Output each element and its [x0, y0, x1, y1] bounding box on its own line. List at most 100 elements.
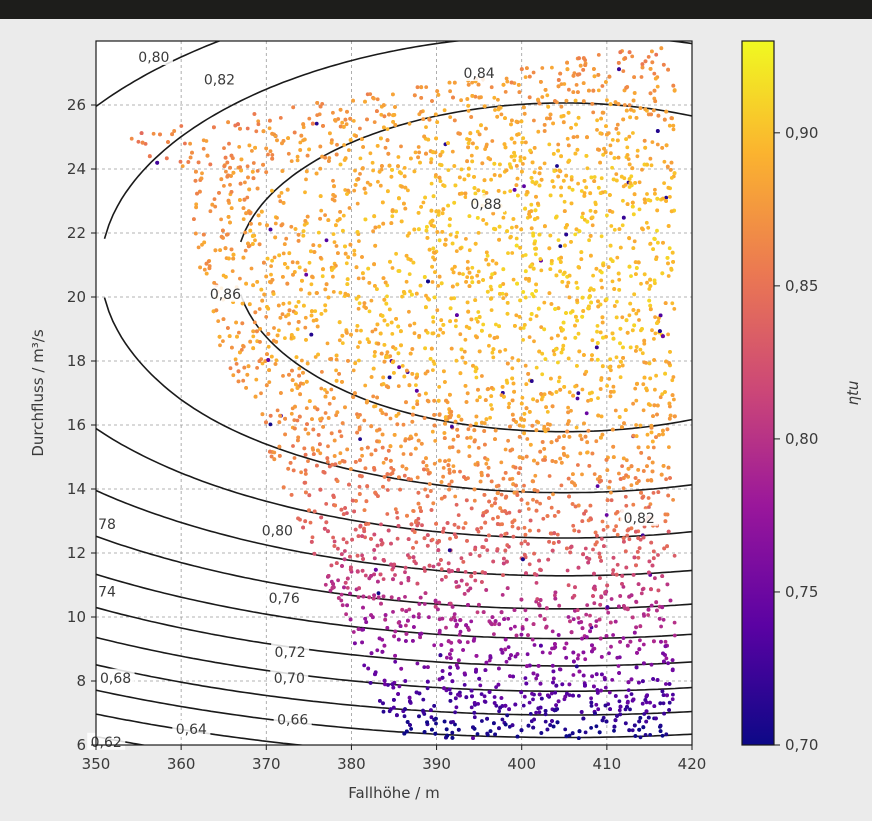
scatter-point	[616, 155, 621, 160]
scatter-point	[273, 134, 278, 138]
scatter-point	[129, 136, 134, 141]
scatter-point	[481, 218, 486, 222]
scatter-point	[294, 355, 299, 359]
scatter-point	[513, 624, 517, 629]
scatter-point	[569, 177, 574, 182]
scatter-point	[629, 174, 634, 179]
scatter-point	[532, 241, 537, 246]
scatter-point	[513, 654, 518, 659]
scatter-point	[425, 330, 430, 335]
scatter-point	[354, 499, 358, 503]
scatter-point	[650, 60, 655, 65]
scatter-point	[422, 602, 427, 606]
scatter-point	[662, 711, 666, 716]
scatter-point	[660, 733, 665, 738]
scatter-point	[270, 188, 274, 193]
scatter-point	[593, 542, 598, 547]
scatter-point	[631, 401, 635, 406]
scatter-point	[344, 122, 349, 127]
scatter-point	[218, 343, 222, 348]
scatter-point	[560, 682, 565, 687]
scatter-point	[347, 206, 352, 210]
scatter-point	[570, 731, 575, 736]
scatter-point	[343, 549, 347, 553]
scatter-point	[472, 715, 477, 720]
scatter-point	[481, 513, 485, 518]
scatter-point	[386, 683, 390, 687]
scatter-point	[599, 176, 604, 181]
scatter-point	[591, 273, 595, 278]
scatter-point	[426, 665, 430, 669]
scatter-point	[607, 377, 612, 381]
scatter-point	[363, 383, 368, 388]
scatter-point	[385, 283, 390, 288]
scatter-point	[522, 418, 527, 422]
scatter-point	[275, 408, 280, 413]
scatter-point	[599, 234, 604, 239]
scatter-point	[264, 274, 269, 279]
scatter-point	[476, 446, 481, 450]
scatter-point	[497, 666, 501, 671]
scatter-point	[534, 710, 538, 715]
scatter-point	[625, 643, 630, 648]
scatter-point	[581, 81, 586, 85]
scatter-point	[603, 677, 607, 682]
scatter-point	[656, 240, 660, 245]
scatter-point	[332, 438, 337, 443]
scatter-point	[655, 228, 659, 233]
scatter-point	[635, 154, 640, 159]
scatter-point	[444, 688, 449, 693]
scatter-point	[450, 241, 455, 246]
scatter-point	[671, 127, 676, 132]
scatter-point	[303, 427, 308, 432]
scatter-point	[327, 156, 332, 160]
scatter-point	[606, 610, 611, 615]
scatter-point	[670, 301, 675, 306]
scatter-point	[503, 471, 508, 475]
scatter-point	[455, 230, 459, 235]
scatter-point	[567, 733, 572, 738]
scatter-point	[551, 492, 555, 497]
scatter-point	[415, 372, 419, 377]
scatter-point	[621, 69, 626, 73]
scatter-point	[627, 236, 631, 240]
scatter-point	[307, 116, 312, 121]
scatter-point	[188, 141, 193, 146]
scatter-point	[488, 284, 493, 289]
scatter-point	[590, 353, 594, 357]
scatter-point	[353, 641, 357, 646]
scatter-point	[646, 402, 651, 406]
scatter-point	[290, 388, 294, 392]
scatter-point	[356, 595, 361, 599]
scatter-point	[323, 213, 327, 218]
scatter-point	[423, 591, 428, 595]
scatter-point	[437, 458, 442, 463]
scatter-point	[628, 115, 632, 120]
scatter-point	[353, 527, 358, 532]
scatter-point	[525, 501, 530, 506]
scatter-point	[480, 374, 484, 378]
scatter-point	[304, 406, 309, 410]
scatter-point	[615, 532, 620, 537]
scatter-point	[414, 383, 418, 387]
scatter-point	[324, 502, 329, 506]
scatter-point	[559, 350, 564, 355]
scatter-point	[294, 304, 298, 309]
scatter-point	[387, 375, 392, 380]
scatter-point	[463, 570, 468, 574]
scatter-point	[596, 88, 601, 93]
contour-line	[239, 102, 692, 243]
scatter-point	[469, 705, 474, 710]
scatter-point	[492, 95, 497, 100]
scatter-point	[623, 183, 628, 187]
scatter-point	[504, 168, 509, 173]
scatter-point	[517, 90, 522, 94]
scatter-point	[328, 131, 332, 136]
scatter-point	[610, 279, 615, 284]
scatter-point	[658, 701, 663, 706]
scatter-point	[656, 113, 661, 118]
scatter-point	[332, 240, 337, 245]
scatter-point	[389, 595, 394, 600]
scatter-point	[319, 312, 324, 316]
scatter-point	[458, 332, 463, 337]
